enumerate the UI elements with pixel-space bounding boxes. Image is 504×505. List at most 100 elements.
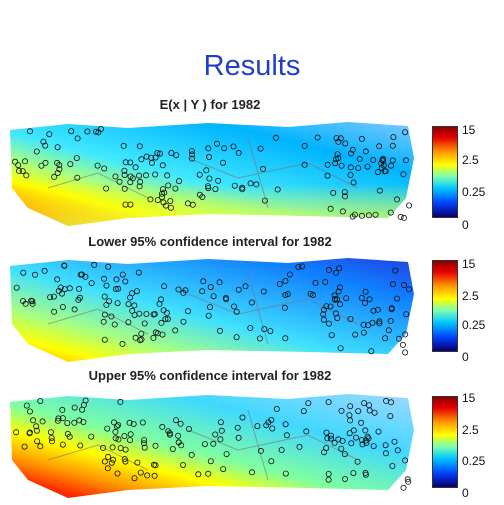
station-marker xyxy=(352,434,359,441)
station-marker xyxy=(355,408,362,415)
station-marker xyxy=(371,409,378,416)
station-marker xyxy=(119,271,126,278)
station-marker xyxy=(159,162,166,169)
station-marker xyxy=(94,162,101,169)
station-marker xyxy=(157,296,164,303)
station-marker xyxy=(54,144,61,151)
station-marker xyxy=(332,310,339,317)
station-marker xyxy=(391,438,398,445)
station-marker xyxy=(54,276,61,283)
station-marker xyxy=(274,186,281,193)
station-marker xyxy=(164,172,171,179)
station-marker xyxy=(15,162,22,169)
station-marker xyxy=(133,288,140,295)
station-marker xyxy=(205,312,212,319)
station-marker xyxy=(46,131,53,138)
station-marker xyxy=(101,458,108,465)
station-marker xyxy=(142,172,149,179)
station-marker xyxy=(64,430,71,437)
station-marker xyxy=(261,197,268,204)
station-marker xyxy=(303,428,310,435)
station-marker xyxy=(375,428,382,435)
station-marker xyxy=(103,185,110,192)
station-marker xyxy=(108,313,115,320)
station-marker xyxy=(323,429,330,436)
station-marker xyxy=(332,269,339,276)
station-marker xyxy=(300,408,307,415)
station-marker xyxy=(189,151,196,158)
station-marker xyxy=(379,156,386,163)
station-marker xyxy=(335,288,342,295)
station-marker xyxy=(337,345,344,352)
station-marker xyxy=(397,213,404,220)
station-marker xyxy=(389,463,396,470)
station-marker xyxy=(136,172,143,179)
station-marker xyxy=(175,286,182,293)
station-marker xyxy=(339,208,346,215)
station-marker xyxy=(122,278,129,285)
station-marker xyxy=(188,155,195,162)
station-marker xyxy=(341,476,348,483)
station-marker xyxy=(51,173,58,180)
station-marker xyxy=(320,311,327,318)
station-marker xyxy=(143,311,150,318)
station-marker xyxy=(121,456,128,463)
station-marker xyxy=(199,288,206,295)
station-marker xyxy=(59,441,66,448)
station-marker xyxy=(354,458,361,465)
station-marker xyxy=(55,415,62,422)
station-marker xyxy=(382,442,389,449)
station-marker xyxy=(205,145,212,152)
station-marker xyxy=(112,286,119,293)
station-marker xyxy=(34,438,41,445)
station-marker xyxy=(201,441,208,448)
tick-label: 2.5 xyxy=(462,289,479,303)
station-marker xyxy=(115,285,122,292)
station-marker xyxy=(48,435,55,442)
station-marker xyxy=(361,300,368,307)
station-marker xyxy=(184,308,191,315)
station-marker xyxy=(125,301,132,308)
station-marker xyxy=(158,319,165,326)
station-marker xyxy=(206,304,213,311)
station-marker xyxy=(362,469,369,476)
station-marker xyxy=(272,134,279,141)
station-marker xyxy=(405,478,412,485)
station-marker xyxy=(74,135,81,142)
station-marker xyxy=(33,427,40,434)
station-marker xyxy=(394,447,401,454)
station-marker xyxy=(365,322,372,329)
station-marker xyxy=(117,398,124,405)
station-marker xyxy=(356,155,363,162)
station-marker xyxy=(127,437,134,444)
station-marker xyxy=(233,308,240,315)
station-marker xyxy=(327,303,334,310)
station-marker xyxy=(185,426,192,433)
station-marker xyxy=(172,417,179,424)
station-marker xyxy=(337,301,344,308)
station-marker xyxy=(80,418,87,425)
station-marker xyxy=(350,179,357,186)
station-marker xyxy=(393,295,400,302)
station-marker xyxy=(143,153,150,160)
station-marker xyxy=(332,160,339,167)
station-marker xyxy=(405,286,412,293)
station-marker xyxy=(125,319,132,326)
station-marker xyxy=(119,340,126,347)
station-marker xyxy=(223,451,230,458)
station-marker xyxy=(51,308,58,315)
station-marker xyxy=(378,160,385,167)
station-marker xyxy=(378,165,385,172)
map-mean xyxy=(10,122,414,226)
station-marker xyxy=(282,277,289,284)
station-marker xyxy=(179,462,186,469)
station-marker xyxy=(387,162,394,169)
station-marker xyxy=(152,442,159,449)
station-marker xyxy=(233,334,240,341)
tick-label: 2.5 xyxy=(462,423,479,437)
station-marker xyxy=(121,433,128,440)
station-marker xyxy=(390,134,397,141)
station-marker xyxy=(235,434,242,441)
station-marker xyxy=(305,400,312,407)
station-marker xyxy=(350,470,357,477)
